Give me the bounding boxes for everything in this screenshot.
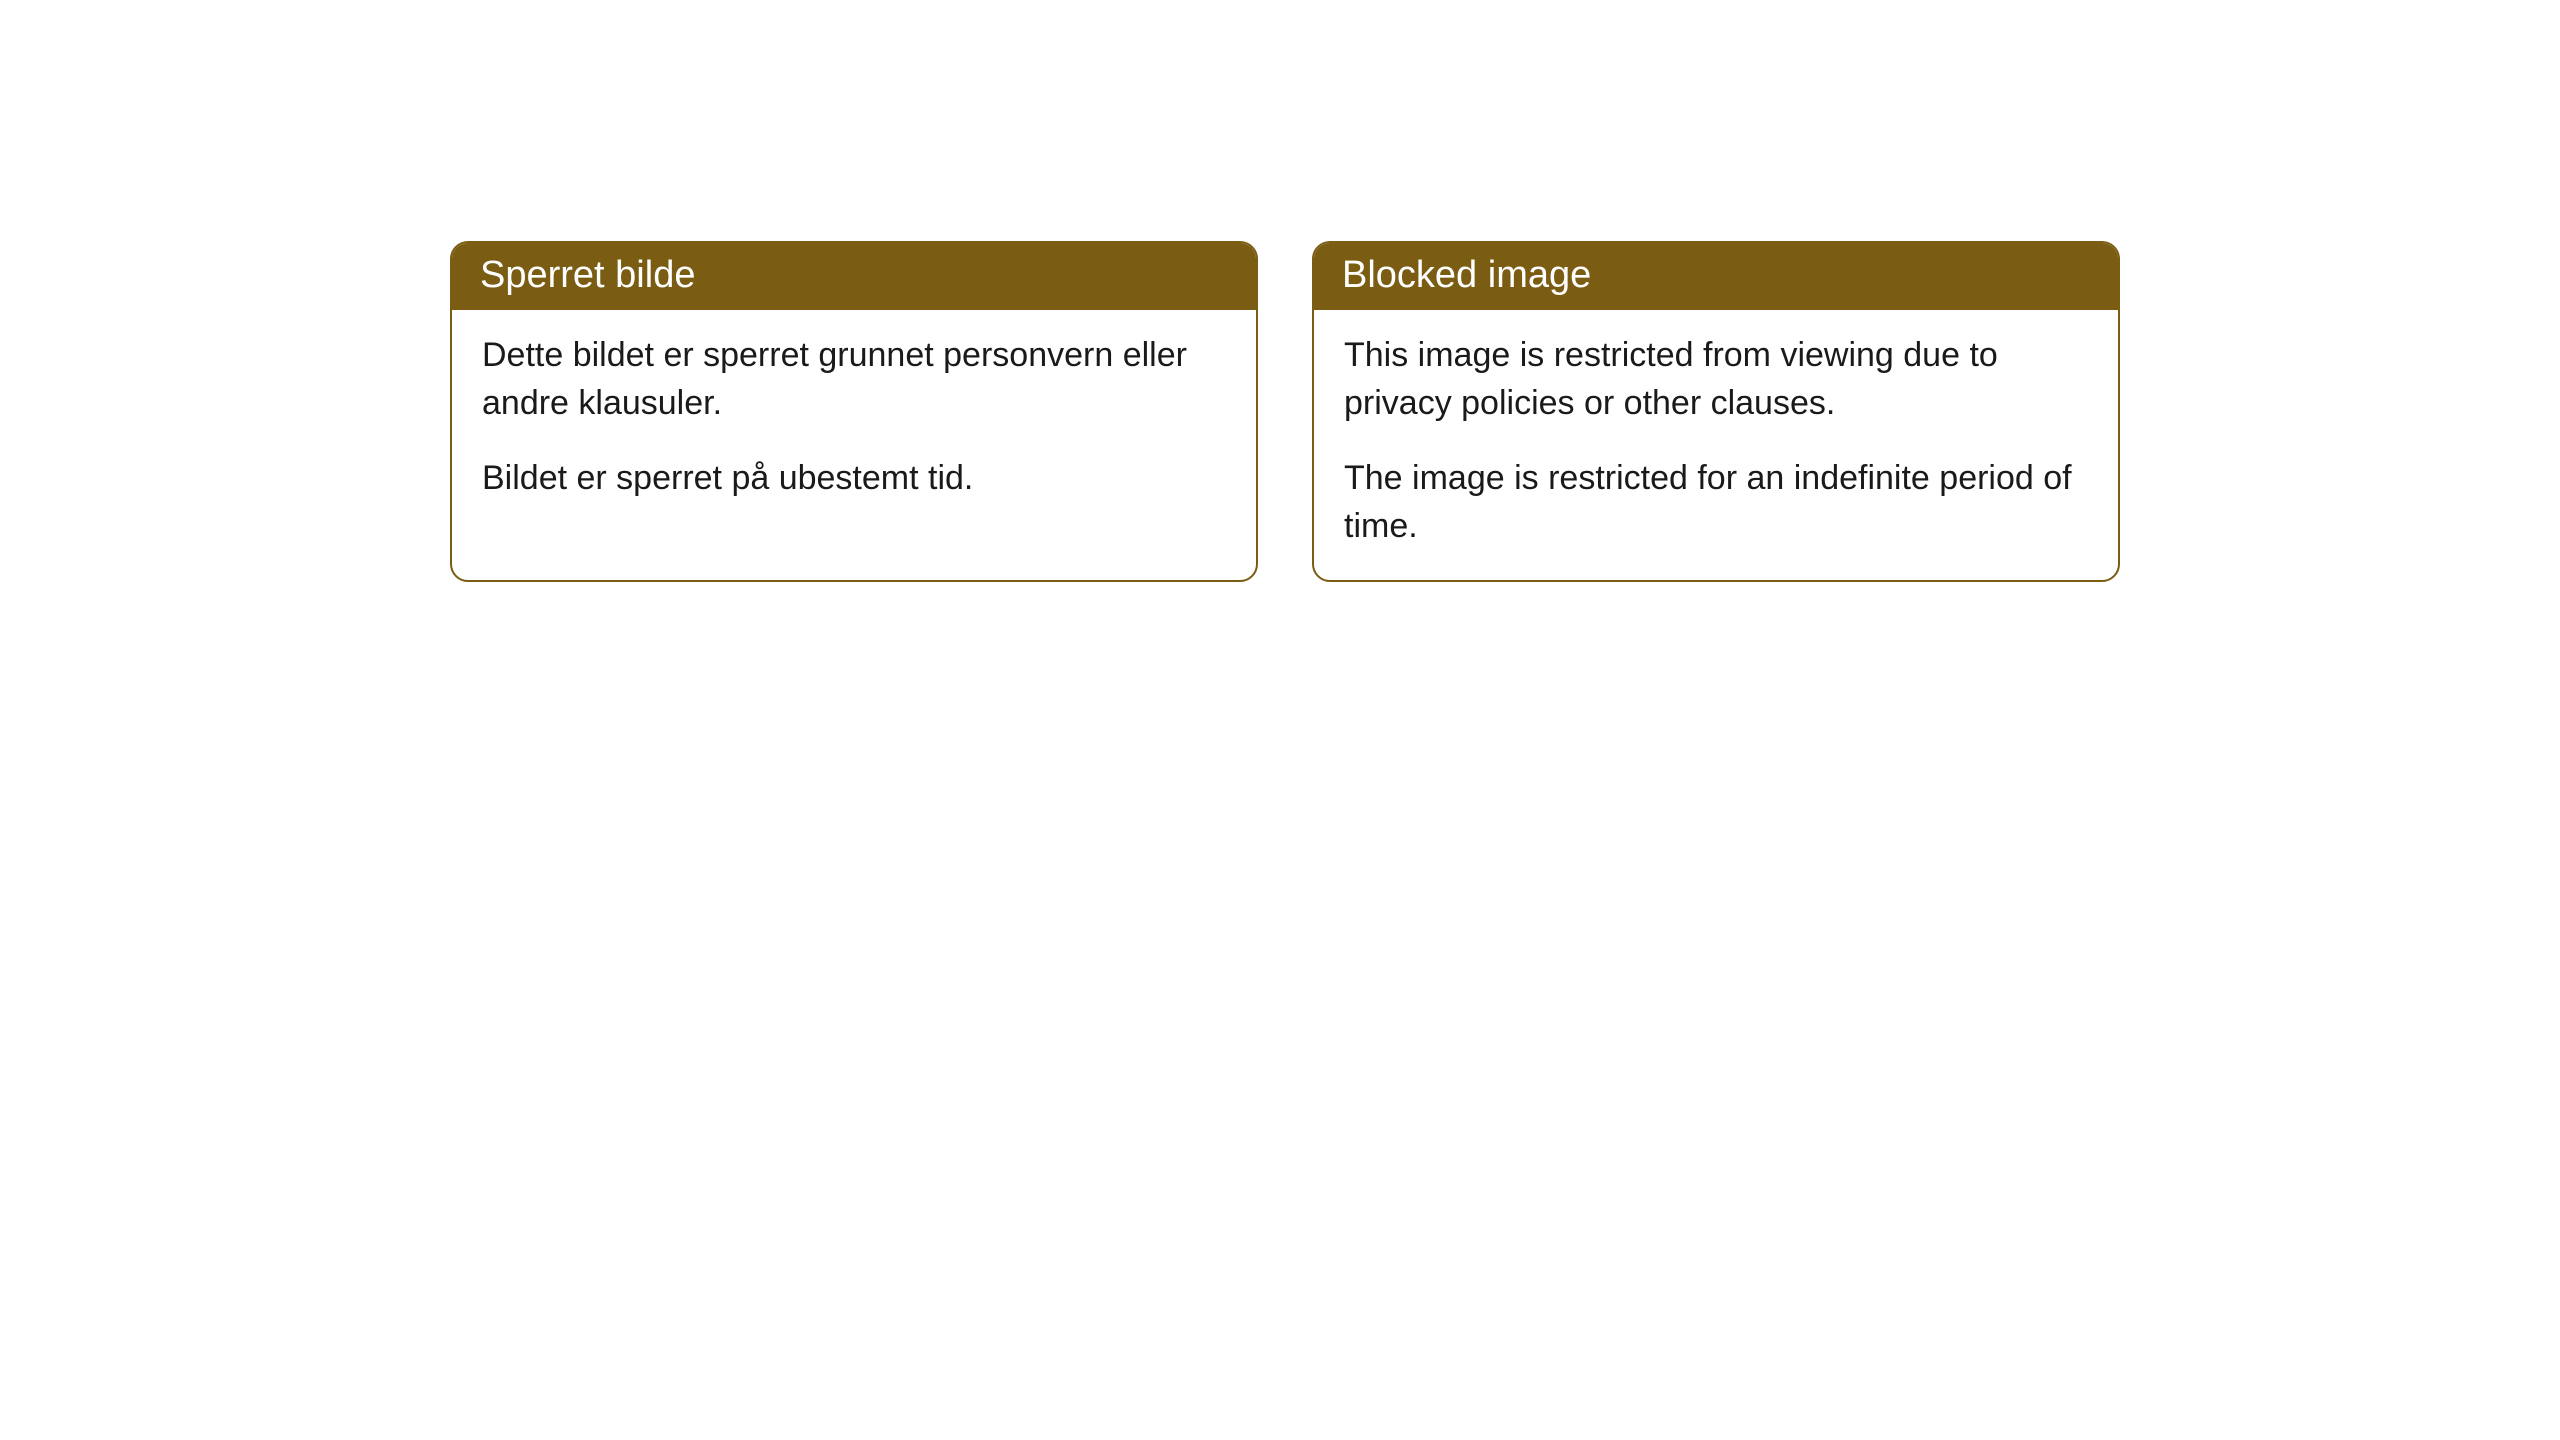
- notice-body-norwegian: Dette bildet er sperret grunnet personve…: [452, 310, 1256, 533]
- notice-title-english: Blocked image: [1342, 254, 1591, 296]
- notice-title-norwegian: Sperret bilde: [480, 254, 695, 296]
- notice-card-english: Blocked image This image is restricted f…: [1312, 241, 2120, 582]
- notice-container: Sperret bilde Dette bildet er sperret gr…: [0, 0, 2560, 582]
- notice-text-norwegian-1: Dette bildet er sperret grunnet personve…: [482, 332, 1226, 427]
- notice-text-english-1: This image is restricted from viewing du…: [1344, 332, 2088, 427]
- notice-card-norwegian: Sperret bilde Dette bildet er sperret gr…: [450, 241, 1258, 582]
- notice-header-norwegian: Sperret bilde: [452, 243, 1256, 310]
- notice-text-norwegian-2: Bildet er sperret på ubestemt tid.: [482, 455, 1226, 503]
- notice-header-english: Blocked image: [1314, 243, 2118, 310]
- notice-body-english: This image is restricted from viewing du…: [1314, 310, 2118, 580]
- notice-text-english-2: The image is restricted for an indefinit…: [1344, 455, 2088, 550]
